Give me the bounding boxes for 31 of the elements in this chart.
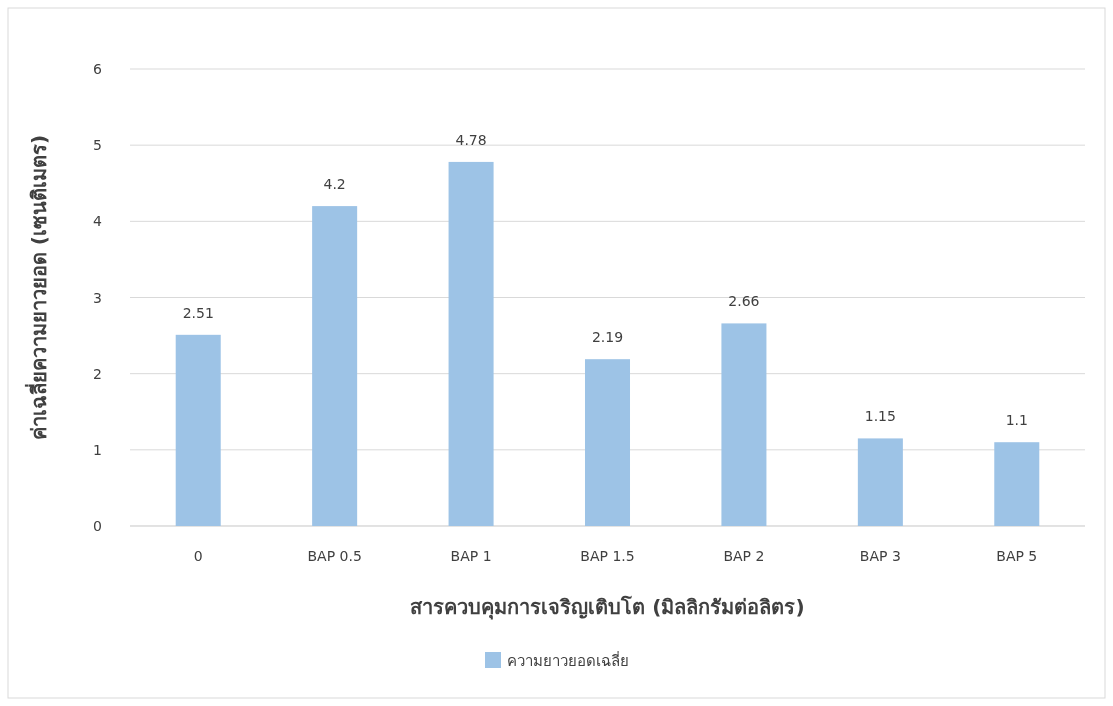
bar [584,359,631,526]
y-tick-label: 5 [93,137,102,154]
x-tick-label: BAP 2 [723,548,765,564]
data-label: 2.19 [591,329,624,346]
data-label: 1.1 [1005,412,1028,429]
x-tick-label: BAP 0.5 [307,548,362,564]
y-tick-label: 3 [93,289,102,306]
x-tick-label: BAP 5 [996,548,1038,564]
x-axis-title: สารควบคุมการเจริญเติบโต (มิลลิกรัมต่อลิตร) [410,595,805,620]
y-axis-title: ค่าเฉลี่ยความยาวยอด (เซนติเมตร) [24,134,51,441]
y-tick-label: 4 [93,213,103,230]
x-tick-label: BAP 3 [859,548,901,564]
data-label: 4.78 [455,131,487,148]
y-tick-label: 1 [93,441,102,458]
data-label: 2.66 [728,293,760,310]
x-tick-label: BAP 1.5 [580,548,635,564]
data-label: 2.51 [182,304,214,321]
bar [312,206,358,526]
bar [994,442,1040,526]
y-tick-label: 0 [93,518,102,534]
legend-label: ความยาวยอดเฉลี่ย [507,650,629,670]
bar [448,161,494,526]
y-tick-label: 6 [93,61,103,77]
bar [721,323,767,526]
data-label: 4.2 [323,176,346,193]
bar [175,334,221,526]
x-tick-label: 0 [193,548,203,564]
y-tick-label: 2 [93,365,102,382]
bar [857,438,903,526]
data-label: 1.15 [864,408,896,425]
x-tick-label: BAP 1 [450,548,492,564]
